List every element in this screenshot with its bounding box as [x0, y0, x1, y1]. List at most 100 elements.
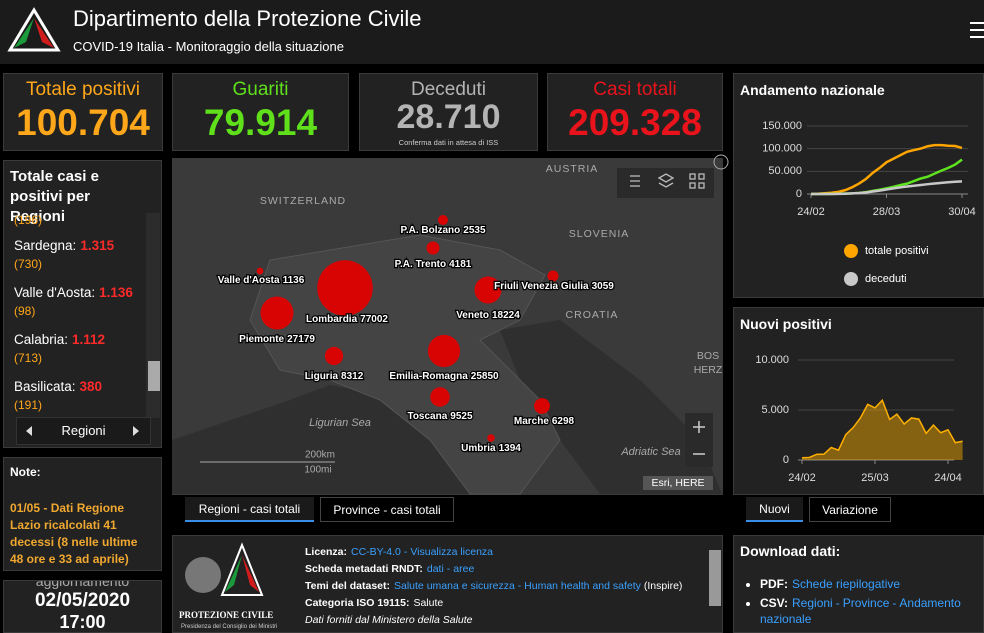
region-item: Calabria: 1.112 (713) [14, 331, 144, 367]
bubble-label: Friuli Venezia Giulia 3059 [494, 281, 614, 292]
scrollbar[interactable] [146, 213, 160, 418]
bubble-name: Liguria [305, 371, 339, 382]
zoom-controls[interactable] [685, 413, 713, 467]
bubble-value: 6298 [552, 416, 575, 427]
bubble-label: Piemonte 27179 [239, 334, 315, 345]
kpi-value: 209.328 [568, 102, 702, 143]
region-positives: (730) [14, 257, 43, 271]
bubble-value: 18224 [492, 310, 520, 321]
bubble-name: Marche [514, 416, 549, 427]
kpi-note: Conferma dati in attesa di ISS [398, 138, 499, 147]
bubble-name: P.A. Trento [395, 259, 447, 270]
notes-panel: Note: 01/05 - Dati Regione Lazio ricalco… [3, 457, 162, 571]
bubble-name: Piemonte [239, 334, 284, 345]
link[interactable]: Andamento nazionale [760, 596, 961, 626]
chart-title: Nuovi positivi [740, 316, 832, 332]
info-row: Scheda metadati RNDT: dati - aree [305, 561, 705, 578]
kpi-label: Totale positivi [25, 79, 141, 100]
scale-label: 200km [305, 450, 335, 461]
map-background [172, 158, 723, 495]
map-bubble [534, 398, 550, 414]
bubble-label: Veneto 18224 [456, 310, 520, 321]
bubble-name: P.A. Bolzano [400, 225, 460, 236]
map-tab[interactable]: Province - casi totali [320, 497, 454, 522]
info-text: Dati forniti dal Ministero della Salute [305, 614, 473, 626]
info-label: Categoria ISO 19115: [305, 597, 410, 609]
land [249, 234, 561, 495]
link[interactable]: Visualizza licenza [410, 546, 494, 558]
bubble-name: Umbria [461, 443, 496, 454]
kpi-box: Deceduti 28.710 Conferma dati in attesa di… [359, 73, 538, 151]
nav-label: Regioni [61, 423, 106, 438]
kpi-value: 28.710 [396, 98, 501, 136]
regions-nav[interactable]: Regioni [16, 417, 151, 445]
bubble-name: Toscana [407, 411, 447, 422]
bubble-value: 8312 [341, 371, 364, 382]
region-item: Sardegna: 1.315 (730) [14, 237, 144, 273]
sea [500, 320, 722, 494]
link[interactable]: aree [453, 563, 475, 575]
info-row: Categoria ISO 19115: Salute [305, 595, 705, 612]
bubble-name: Valle d'Aosta [218, 275, 280, 286]
chart-tab[interactable]: Nuovi [746, 497, 803, 522]
map-place: HERZ [694, 364, 723, 376]
bubble-label: Lombardia 77002 [306, 314, 388, 325]
info-panel: PROTEZIONE CIVILE Presidenza del Consigl… [172, 535, 723, 633]
info-text: Salute [413, 597, 444, 609]
map-bubble [256, 267, 264, 275]
map-place: SWITZERLAND [260, 195, 346, 207]
bubble-label: Valle d'Aosta 1136 [218, 275, 305, 286]
download-label: CSV: [760, 596, 789, 610]
link[interactable]: CC-BY-4.0 [351, 546, 401, 558]
bubble-label: Emilia-Romagna 25850 [389, 371, 499, 382]
region-positives: (191) [14, 398, 43, 412]
link[interactable]: dati [426, 563, 444, 575]
link[interactable]: Salute umana e sicurezza - Human health … [394, 580, 641, 592]
region-total: 1.315 [80, 238, 115, 253]
info-row: Temi del dataset: Salute umana e sicurezz… [305, 578, 705, 595]
map-place: SLOVENIA [569, 228, 630, 240]
map-bubble [426, 241, 440, 255]
map-place: BOS [697, 350, 719, 362]
header-title: Dipartimento della Protezione Civile [73, 6, 422, 31]
scroll-thumb[interactable] [148, 361, 160, 391]
map-tab[interactable]: Regioni - casi totali [185, 497, 314, 522]
download-panel: Download dati: PDF:Schede riepilogativeC… [733, 535, 984, 633]
bubble-value: 27179 [287, 334, 315, 345]
kpi-box: Casi totali 209.328 [547, 73, 723, 151]
map-place: AUSTRIA [546, 163, 599, 175]
download-label: PDF: [760, 577, 788, 591]
expand-icon[interactable] [713, 154, 729, 170]
link[interactable]: Province [842, 596, 890, 610]
regions-list: Sardegna: 1.315 (730) Valle d'Aosta: 1.136 (9… [14, 237, 144, 425]
link[interactable]: Schede riepilogative [792, 577, 901, 591]
info-label: Licenza: [305, 546, 348, 558]
map-toolbar[interactable] [617, 168, 714, 198]
bubble-value: 77002 [360, 314, 388, 325]
separator: - [835, 596, 840, 610]
bubble-value: 1136 [283, 275, 305, 286]
bubble-value: 25850 [471, 371, 499, 382]
download-item: CSV:Regioni-Province-Andamento nazionale [760, 595, 980, 627]
update-date: 02/05/2020 [34, 590, 131, 611]
logo-text: PROTEZIONE CIVILE [179, 610, 274, 620]
info-label: Temi del dataset: [305, 580, 390, 592]
header-subtitle: COVID-19 Italia - Monitoraggio della sit… [73, 39, 344, 54]
bubble-value: 4181 [449, 259, 472, 270]
bubble-name: Emilia-Romagna [389, 371, 468, 382]
scroll-thumb[interactable] [709, 550, 721, 606]
chart-tab[interactable]: Variazione [809, 497, 891, 522]
regions-title: Totale casi e positivi per Regioni [10, 168, 99, 225]
kpi-box: Totale positivi 100.704 [3, 73, 163, 151]
scale-label: 100mi [304, 465, 331, 476]
info-suffix: (Inspire) [643, 580, 683, 592]
update-label: aggiornamento [35, 580, 130, 589]
bubble-value: 9525 [450, 411, 473, 422]
region-partial: (196) [14, 213, 43, 227]
link[interactable]: Regioni [792, 596, 833, 610]
region-positives: (98) [14, 304, 36, 318]
separator: - [446, 563, 451, 575]
region-name: Sardegna: [14, 238, 77, 253]
map-bubble [427, 334, 461, 368]
